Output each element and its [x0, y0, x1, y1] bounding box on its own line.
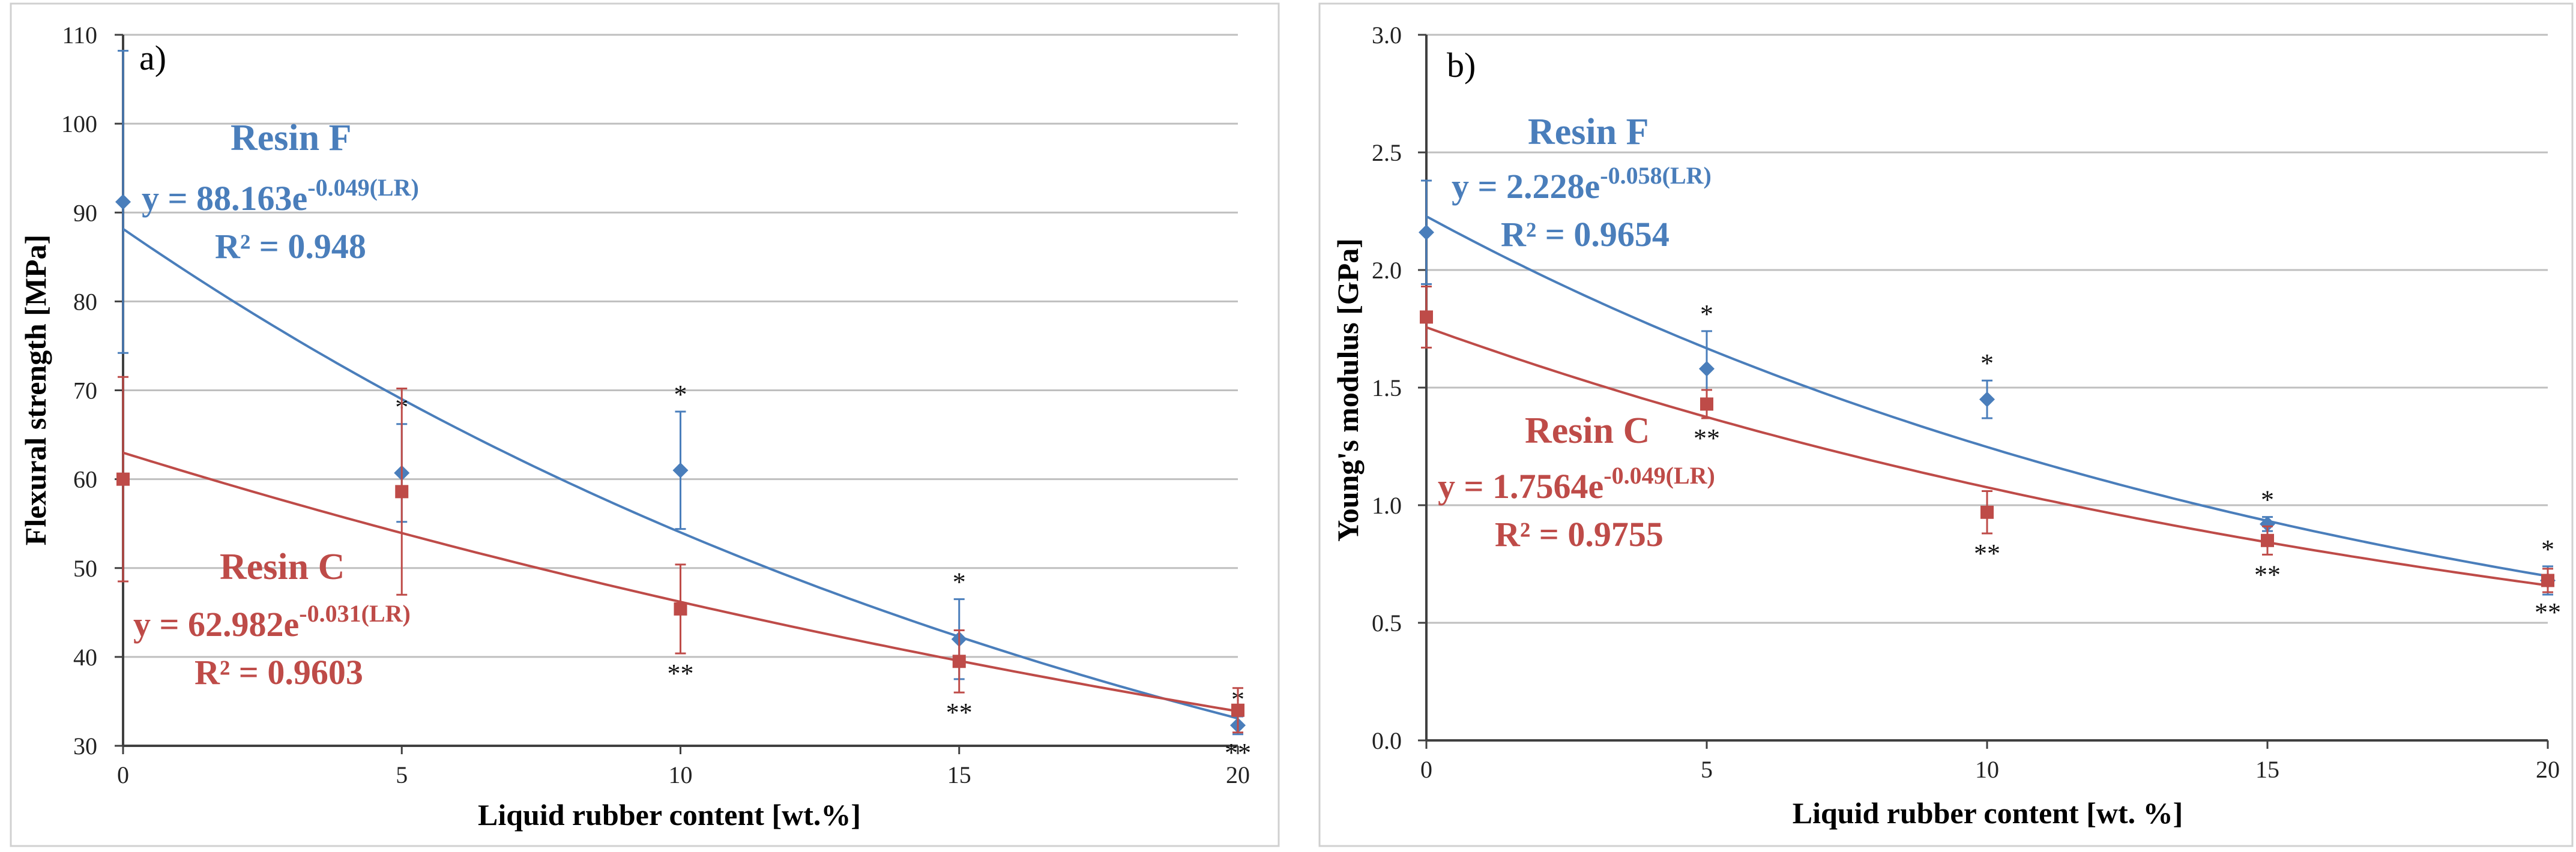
y-tick-label: 100 [61, 110, 97, 137]
equation-main: y = 1.7564e [1438, 467, 1603, 506]
equation-exponent: -0.049(LR) [307, 174, 419, 201]
y-axis-title: Flexural strength [MPa] [19, 235, 52, 545]
equation-main: y = 2.228e [1452, 167, 1600, 206]
y-tick-label: 110 [62, 22, 97, 49]
resin-c-significance-mark: ** [946, 698, 973, 727]
x-tick-label: 15 [2255, 756, 2279, 783]
resin-c-significance-mark: ** [668, 659, 694, 688]
resin-f-significance-mark: * [953, 568, 966, 597]
resin-c-significance-mark: ** [1225, 738, 1251, 767]
resin-c-significance-mark: ** [1694, 424, 1720, 453]
resin-f-significance-mark: * [1700, 299, 1713, 329]
resin-f-significance-mark: * [2261, 485, 2274, 515]
resin-c-point [395, 485, 409, 499]
resin-f-significance-mark: * [2541, 535, 2554, 564]
x-tick-label: 20 [1226, 761, 1250, 788]
y-tick-label: 40 [73, 644, 97, 671]
x-axis-title: Liquid rubber content [wt.%] [478, 798, 861, 832]
resin-f-label: Resin F [231, 118, 352, 158]
y-tick-label: 2.0 [1372, 257, 1402, 284]
chart-frame [10, 2, 1280, 847]
x-tick-label: 5 [396, 761, 408, 788]
resin-f-significance-mark: * [674, 380, 687, 409]
equation-exponent: -0.049(LR) [1603, 462, 1715, 489]
x-tick-label: 5 [1701, 756, 1713, 783]
resin-f-equation: y = 88.163e-0.049(LR) [142, 174, 419, 218]
panel-label: b) [1447, 46, 1476, 85]
resin-c-significance-mark: ** [1974, 539, 2000, 568]
resin-f-trendline [1426, 215, 2548, 578]
y-tick-label: 1.5 [1372, 374, 1402, 401]
resin-c-label: Resin C [1525, 410, 1650, 451]
y-axis-title: Young's modulus [GPa] [1331, 238, 1365, 542]
y-tick-label: 0.5 [1372, 610, 1402, 637]
y-tick-label: 70 [73, 377, 97, 404]
y-tick-label: 60 [73, 466, 97, 493]
resin-c-point [116, 472, 130, 486]
x-tick-label: 0 [117, 761, 129, 788]
resin-f-point [1419, 224, 1434, 241]
resin-f-point [2260, 516, 2275, 532]
resin-c-significance-mark: ** [2535, 598, 2561, 627]
resin-f-r2: R² = 0.9654 [1501, 215, 1670, 254]
panel-label: a) [139, 38, 166, 77]
resin-c-point [2541, 574, 2554, 587]
x-tick-label: 0 [1420, 756, 1432, 783]
resin-c-point [952, 655, 966, 668]
chart-b: 0.00.51.01.52.02.53.00 5 10 15 20***********… [1318, 2, 2574, 847]
y-tick-label: 80 [73, 288, 97, 315]
x-tick-label: 15 [947, 761, 971, 788]
resin-c-point [674, 602, 687, 616]
y-tick-label: 50 [73, 555, 97, 582]
resin-c-label: Resin C [220, 547, 345, 587]
resin-c-equation: y = 1.7564e-0.049(LR) [1438, 462, 1715, 506]
resin-c-r2: R² = 0.9755 [1495, 515, 1664, 554]
resin-f-point [1699, 361, 1715, 377]
plot-area: 0.00.51.01.52.02.53.00 5 10 15 20***********… [1318, 2, 2574, 847]
resin-f-significance-mark: * [1980, 349, 1994, 378]
resin-c-point [2261, 533, 2274, 547]
y-tick-label: 2.5 [1372, 139, 1402, 166]
resin-c-point [1980, 505, 1994, 519]
resin-f-label: Resin F [1528, 112, 1649, 152]
equation-exponent: -0.031(LR) [299, 600, 411, 627]
resin-f-equation: y = 2.228e-0.058(LR) [1452, 162, 1712, 206]
resin-c-point [1420, 310, 1433, 324]
resin-c-r2: R² = 0.9603 [195, 653, 363, 692]
resin-c-significance-mark: ** [2254, 560, 2281, 589]
equation-exponent: -0.058(LR) [1600, 162, 1712, 189]
resin-f-point [672, 462, 689, 478]
resin-c-equation: y = 62.982e-0.031(LR) [133, 600, 411, 644]
y-tick-label: 30 [73, 733, 97, 760]
y-tick-label: 1.0 [1372, 492, 1402, 519]
resin-c-point [1700, 397, 1713, 411]
x-tick-label: 10 [669, 761, 693, 788]
x-tick-label: 10 [1975, 756, 1999, 783]
x-axis-title: Liquid rubber content [wt. %] [1793, 796, 2183, 830]
y-tick-label: 3.0 [1372, 22, 1402, 49]
x-tick-label: 20 [2536, 756, 2560, 783]
equation-main: y = 62.982e [133, 605, 299, 644]
resin-f-point [115, 194, 131, 210]
y-tick-label: 90 [73, 199, 97, 226]
resin-f-point [1979, 391, 1995, 407]
resin-c-point [1231, 703, 1244, 717]
y-tick-label: 0.0 [1372, 727, 1402, 754]
resin-f-trendline [122, 227, 1238, 720]
resin-c-trendline [1426, 326, 2548, 587]
resin-f-r2: R² = 0.948 [215, 227, 366, 266]
equation-main: y = 88.163e [142, 179, 307, 218]
chart-frame [1318, 2, 2574, 847]
